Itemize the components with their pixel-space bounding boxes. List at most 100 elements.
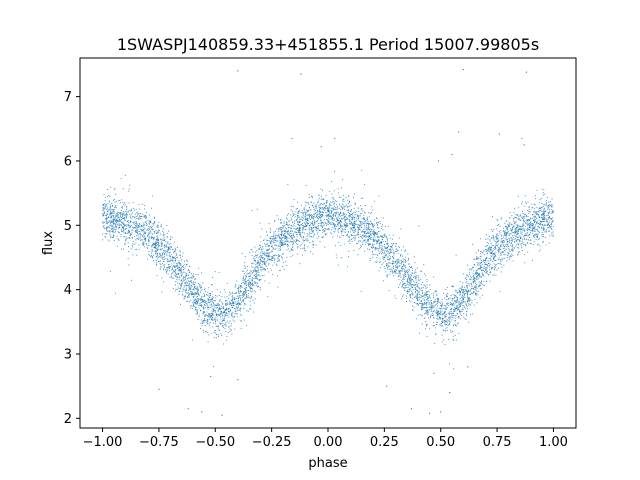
data-point (307, 209, 309, 211)
data-point (297, 229, 299, 231)
data-point (192, 291, 194, 293)
data-point (139, 224, 141, 226)
data-point (433, 309, 435, 311)
data-point (119, 223, 121, 225)
data-point (342, 203, 344, 205)
data-point (545, 203, 547, 205)
data-point (478, 263, 480, 265)
data-point (213, 306, 215, 308)
data-point (521, 238, 523, 240)
data-point (536, 210, 538, 213)
data-point (543, 227, 545, 229)
data-point (509, 212, 511, 214)
data-point (459, 303, 462, 305)
data-point (445, 320, 447, 322)
data-point (331, 207, 333, 209)
data-point (460, 300, 462, 302)
data-point (495, 274, 497, 276)
data-point (113, 240, 115, 242)
data-point (485, 234, 488, 236)
data-point (170, 258, 172, 260)
data-point (254, 267, 256, 269)
data-point (504, 238, 506, 240)
data-point (211, 305, 213, 307)
data-point (363, 222, 365, 225)
data-point (332, 217, 334, 219)
data-point (484, 249, 486, 251)
data-point (283, 242, 285, 244)
data-point (127, 242, 129, 244)
data-point (471, 302, 473, 304)
data-point (280, 239, 282, 241)
data-point (350, 234, 352, 236)
data-point (461, 300, 463, 302)
data-point (352, 217, 354, 219)
data-point (539, 207, 541, 209)
data-point (264, 268, 266, 270)
data-point (153, 236, 155, 238)
data-point (241, 252, 243, 254)
data-point (376, 241, 378, 243)
data-point (342, 214, 344, 216)
data-point (374, 249, 376, 251)
data-point (191, 277, 193, 279)
data-point (503, 244, 505, 246)
data-point (127, 233, 129, 235)
data-point (331, 223, 333, 225)
data-point (336, 207, 338, 209)
data-point (437, 298, 439, 300)
data-point (214, 332, 216, 334)
data-point (469, 272, 471, 274)
data-point (224, 323, 227, 325)
data-point (109, 207, 111, 209)
data-point (259, 279, 261, 281)
data-point (341, 221, 343, 223)
data-point (364, 234, 366, 236)
data-point (446, 308, 448, 310)
data-point (244, 267, 246, 270)
data-point (474, 258, 476, 260)
data-point (466, 305, 468, 307)
data-point (542, 218, 544, 221)
data-point (109, 204, 111, 206)
data-point (159, 253, 161, 255)
data-point (517, 243, 519, 245)
data-point (537, 225, 540, 227)
data-point (129, 222, 131, 224)
data-point (388, 261, 390, 264)
data-point (481, 281, 483, 283)
data-point (128, 231, 130, 233)
data-point (536, 236, 539, 239)
data-point (250, 286, 252, 288)
data-point (511, 248, 513, 250)
data-point (469, 290, 472, 292)
data-point (491, 266, 493, 268)
data-point (188, 294, 190, 296)
data-point (224, 328, 226, 330)
data-point (501, 259, 503, 261)
data-point (211, 317, 213, 319)
data-point (528, 212, 530, 214)
data-point (382, 234, 384, 236)
data-point (173, 277, 175, 279)
data-point (523, 228, 525, 230)
data-point (380, 241, 382, 243)
data-point (227, 309, 229, 311)
data-point (428, 295, 430, 298)
data-point (381, 248, 383, 250)
data-point (437, 299, 439, 301)
data-point (250, 283, 252, 285)
data-point (398, 246, 400, 248)
data-point (308, 217, 310, 219)
data-point (189, 284, 191, 286)
data-point (379, 251, 381, 253)
data-point (104, 218, 106, 220)
data-point (506, 228, 508, 230)
data-point (115, 226, 117, 228)
data-point (365, 229, 367, 231)
data-point (541, 220, 543, 223)
data-point (151, 257, 153, 259)
data-point (274, 242, 276, 244)
data-point (148, 238, 150, 240)
data-point (358, 211, 360, 213)
